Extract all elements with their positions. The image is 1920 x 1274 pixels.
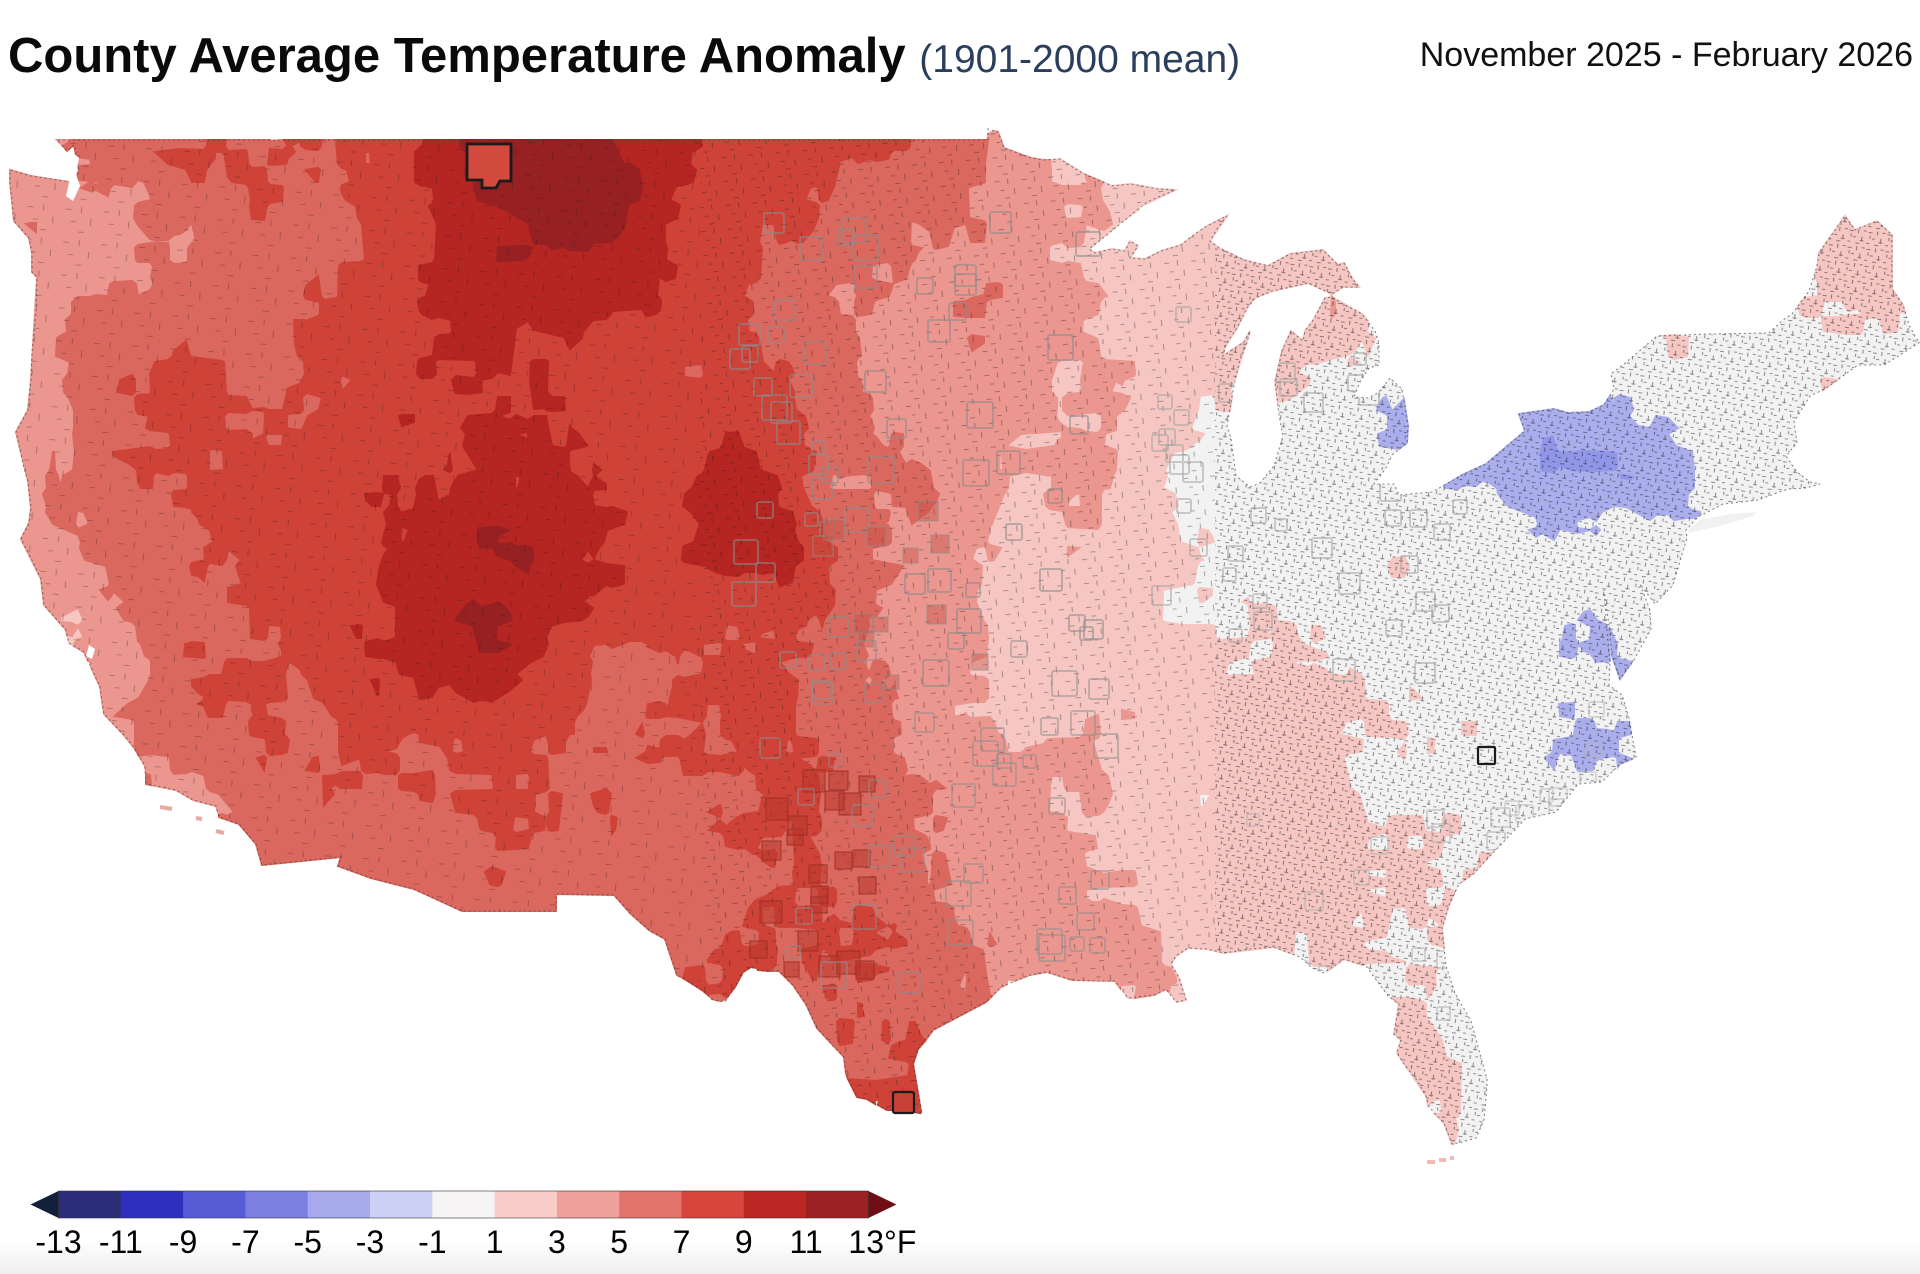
svg-text:-9: -9 bbox=[169, 1224, 197, 1260]
svg-text:-11: -11 bbox=[99, 1224, 143, 1260]
svg-text:5: 5 bbox=[610, 1224, 628, 1260]
svg-text:-1: -1 bbox=[418, 1224, 446, 1260]
svg-text:3: 3 bbox=[548, 1224, 566, 1260]
svg-text:-7: -7 bbox=[231, 1224, 259, 1260]
svg-text:7: 7 bbox=[673, 1224, 691, 1260]
svg-text:1: 1 bbox=[486, 1224, 504, 1260]
svg-text:-5: -5 bbox=[293, 1224, 321, 1260]
svg-text:13°F: 13°F bbox=[848, 1224, 916, 1260]
svg-text:9: 9 bbox=[735, 1224, 753, 1260]
svg-text:11: 11 bbox=[789, 1224, 822, 1260]
svg-text:-13: -13 bbox=[35, 1224, 81, 1260]
svg-text:-3: -3 bbox=[356, 1224, 384, 1260]
